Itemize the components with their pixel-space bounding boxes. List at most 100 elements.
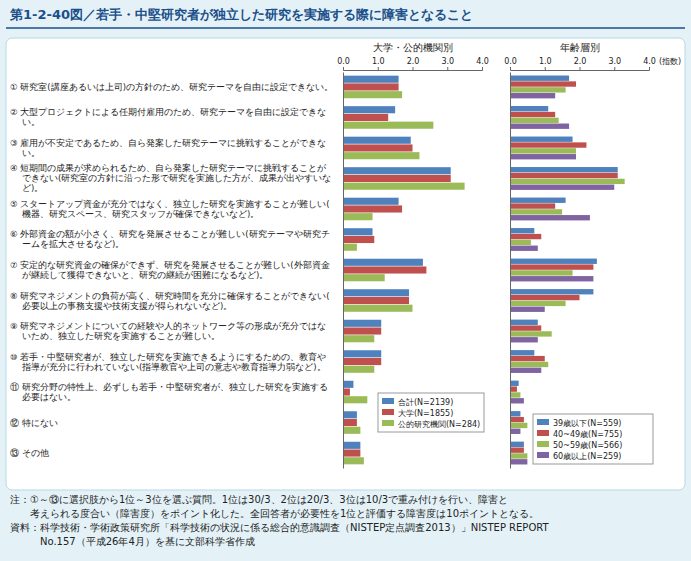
legend-label: 39歳以下(N=559) bbox=[553, 419, 621, 428]
bar bbox=[510, 350, 534, 355]
legend-label: 合計(N=2139) bbox=[398, 398, 453, 407]
bar bbox=[343, 236, 374, 243]
bar bbox=[510, 93, 555, 98]
bars bbox=[343, 76, 465, 465]
legend: 合計(N=2139) 大学(N=1855) 公的研究機関(N=284) bbox=[378, 393, 484, 432]
bar bbox=[510, 447, 524, 452]
x-tick-mark bbox=[482, 67, 483, 70]
bar bbox=[510, 148, 576, 153]
bar bbox=[510, 234, 541, 239]
bar bbox=[510, 203, 555, 208]
x-tick-label: 1.0 bbox=[372, 57, 385, 66]
legend-item: 大学(N=1855) bbox=[382, 409, 453, 418]
series bbox=[510, 93, 614, 464]
bar bbox=[510, 246, 538, 251]
bar bbox=[343, 259, 423, 266]
x-axis-title: (指数) bbox=[659, 57, 681, 66]
category-label: ⑩ 若手・中堅研究者が、独立した研究を実施できるようにするための、教育や指導が充… bbox=[10, 352, 326, 372]
bar bbox=[343, 358, 381, 365]
bar bbox=[510, 362, 548, 367]
category-label: ⑪ 研究分野の特性上、必ずしも若手・中堅研究者が、独立した研究を実施する必要はな… bbox=[10, 382, 328, 402]
chart-frame bbox=[6, 38, 685, 490]
bar bbox=[343, 381, 353, 388]
bar bbox=[343, 144, 413, 151]
bar bbox=[510, 173, 618, 178]
bar bbox=[343, 419, 357, 426]
legend: 39歳以下(N=559)40~49歳(N=755)50~59歳(N=566)60… bbox=[533, 414, 653, 464]
legend-item: 公的研究機関(N=284) bbox=[382, 420, 480, 429]
legend-swatch bbox=[382, 420, 394, 426]
bar bbox=[343, 305, 413, 312]
x-tick-mark bbox=[580, 67, 581, 70]
bar bbox=[343, 244, 357, 251]
series bbox=[510, 81, 618, 452]
x-tick-mark bbox=[447, 67, 448, 70]
legend-item: 39歳以下(N=559) bbox=[537, 419, 621, 428]
bar bbox=[343, 457, 364, 464]
bar bbox=[510, 368, 541, 373]
series bbox=[510, 87, 625, 458]
x-axis-line bbox=[344, 67, 483, 71]
x-tick: 1.0 bbox=[539, 57, 552, 70]
x-tick-label: 1.0 bbox=[539, 57, 552, 66]
category-label: ⑥ 外部資金の額が小さく、研究を発展させることが難しい(研究テーマや研究チームを… bbox=[10, 229, 330, 249]
bar bbox=[343, 76, 399, 83]
bar bbox=[510, 124, 569, 129]
bar bbox=[510, 259, 597, 264]
category-label: ④ 短期間の成果が求められるため、自ら発案した研究テーマに挑戦することができない… bbox=[10, 163, 331, 193]
x-axis-line bbox=[511, 67, 650, 71]
bar bbox=[343, 411, 357, 418]
bar bbox=[510, 453, 527, 458]
bar bbox=[343, 320, 381, 327]
legend-label: 大学(N=1855) bbox=[398, 409, 453, 418]
bar bbox=[510, 76, 569, 81]
panel: 大学・公的機関別0.01.02.03.04.0① 研究室(講座あるいは上司)の方… bbox=[10, 42, 489, 469]
bar bbox=[510, 301, 566, 306]
bar bbox=[343, 289, 409, 296]
x-tick-label: 0.0 bbox=[504, 57, 517, 66]
x-tick: 2.0 bbox=[407, 57, 420, 70]
x-tick-label: 3.0 bbox=[441, 57, 454, 66]
x-tick: 4.0 bbox=[643, 57, 656, 70]
bar bbox=[510, 112, 555, 117]
series bbox=[510, 76, 618, 447]
x-tick: 0.0 bbox=[504, 57, 517, 70]
category-label: ⑤ スタートアップ資金が充分ではなく、独立した研究を実施することが難しい(機器、… bbox=[10, 199, 330, 219]
bars bbox=[510, 76, 625, 465]
legend-swatch bbox=[537, 452, 549, 458]
x-tick-label: 0.0 bbox=[337, 57, 350, 66]
x-tick-label: 2.0 bbox=[407, 57, 420, 66]
bar bbox=[343, 228, 373, 235]
bar bbox=[510, 179, 625, 184]
bar bbox=[343, 327, 381, 334]
x-tick-mark bbox=[614, 67, 615, 70]
category-label: ⑧ 研究マネジメントの負荷が高く、研究時間を充分に確保することができない(必要以… bbox=[10, 291, 330, 311]
bar bbox=[343, 137, 411, 144]
legend-item: 50~59歳(N=566) bbox=[537, 441, 622, 450]
note: 考えられる度合い（障害度）をポイント化した。全回答者が必要性を1位と評価する障害… bbox=[10, 508, 539, 519]
bar bbox=[510, 264, 593, 269]
panel: 年齢層別0.01.02.03.04.0(指数)39歳以下(N=559)40~49… bbox=[504, 42, 681, 469]
bar bbox=[510, 325, 541, 330]
bar bbox=[510, 289, 593, 294]
x-tick-mark bbox=[413, 67, 414, 70]
legend-label: 50~59歳(N=566) bbox=[553, 441, 622, 450]
bar bbox=[510, 411, 520, 416]
bar bbox=[343, 266, 426, 273]
bar bbox=[510, 337, 538, 342]
bar bbox=[343, 167, 451, 174]
x-tick-mark bbox=[510, 67, 511, 70]
x-tick-mark bbox=[649, 67, 650, 70]
category-label: ⑫ 特にない bbox=[10, 418, 58, 428]
bar bbox=[510, 106, 548, 111]
bar bbox=[510, 87, 566, 92]
bar bbox=[343, 366, 374, 373]
category-label: ② 大型プロジェクトによる任期付雇用のため、研究テーマを自由に設定できない。 bbox=[10, 107, 326, 127]
bar bbox=[510, 331, 552, 336]
legend-swatch bbox=[382, 409, 394, 415]
bar bbox=[510, 118, 559, 123]
bar bbox=[343, 274, 385, 281]
category-label: ⑬ その他 bbox=[10, 448, 49, 458]
title-rule bbox=[6, 27, 685, 29]
x-tick: 0.0 bbox=[337, 57, 350, 70]
